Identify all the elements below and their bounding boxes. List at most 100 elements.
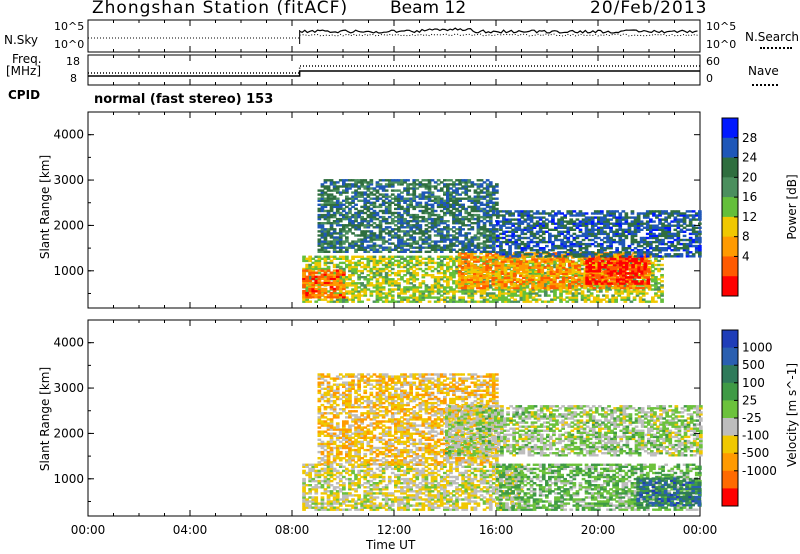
power-cell [614, 298, 618, 301]
power-cell [541, 212, 546, 215]
power-cell [372, 193, 377, 196]
power-cell [363, 224, 368, 227]
power-cell [342, 191, 346, 194]
power-cell [464, 209, 469, 213]
power-cell [430, 248, 435, 251]
power-cell [522, 259, 527, 263]
power-cell [412, 290, 417, 293]
power-cell [495, 288, 499, 291]
power-cell [531, 269, 536, 273]
power-cell [605, 294, 609, 297]
power-cell [421, 211, 426, 215]
power-cell [366, 185, 371, 188]
power-cell [406, 213, 410, 217]
power-cell [345, 213, 349, 217]
power-cell [302, 277, 306, 280]
power-cell [323, 248, 328, 251]
power-cell [625, 257, 629, 261]
power-cell [491, 292, 496, 295]
power-cell [599, 298, 603, 301]
power-cell [508, 247, 512, 250]
power-cell [625, 261, 629, 265]
power-cell [329, 228, 334, 231]
power-cell [584, 232, 589, 236]
power-cell [606, 282, 611, 285]
power-cell [479, 290, 484, 293]
power-cell [400, 257, 404, 260]
power-cell [563, 244, 567, 248]
power-cell [464, 282, 469, 285]
power-cell [415, 246, 420, 249]
power-cell [323, 234, 328, 237]
power-cell [470, 207, 475, 211]
power-cell [482, 280, 486, 284]
power-cell [363, 292, 368, 295]
power-cell [540, 284, 545, 288]
power-cell [594, 282, 599, 285]
power-cell [479, 242, 484, 245]
power-cell [526, 210, 531, 213]
power-cell [436, 255, 441, 258]
power-cell [360, 261, 364, 265]
power-cell [517, 244, 522, 248]
power-cell [384, 248, 389, 251]
power-cell [320, 215, 325, 219]
power-cell [609, 268, 614, 271]
power-cell [562, 274, 566, 277]
power-cell [390, 181, 395, 184]
power-cell [629, 290, 634, 293]
power-cell [342, 217, 346, 221]
power-cell [511, 240, 515, 244]
power-cell [513, 292, 517, 295]
power-cell [323, 205, 328, 209]
power-cell [357, 215, 361, 219]
power-cell [332, 255, 337, 258]
power-cell [461, 250, 465, 253]
power-cell [418, 209, 423, 213]
power-cell [449, 290, 453, 293]
power-cell [354, 234, 358, 237]
power-cell [317, 213, 322, 217]
power-cell [455, 222, 459, 225]
power-cell [314, 265, 319, 269]
power-cell [342, 246, 346, 249]
power-cell [525, 268, 529, 271]
power-cell [400, 300, 404, 303]
power-cell [455, 232, 459, 235]
power-cell [338, 242, 343, 245]
power-cell [338, 273, 343, 276]
power-cell [507, 300, 511, 303]
freq-label-1: Freq. [12, 52, 42, 66]
power-cell [342, 280, 346, 283]
power-cell [455, 286, 459, 289]
power-cell [463, 272, 468, 275]
power-cell [375, 294, 380, 297]
power-cell [503, 268, 508, 271]
power-cell [418, 193, 423, 196]
power-cell [360, 209, 364, 213]
power-cell [375, 224, 380, 227]
power-cell [427, 203, 432, 206]
power-cell [412, 265, 417, 269]
power-cell [455, 240, 459, 243]
power-cell [332, 197, 337, 200]
power-cell [615, 280, 620, 283]
power-cell [375, 263, 380, 267]
power-cell [335, 263, 340, 267]
power-cell [461, 197, 465, 200]
power-cell [412, 195, 417, 198]
power-cell [577, 264, 581, 267]
power-cell [491, 288, 496, 291]
power-cell [557, 226, 561, 229]
power-cell [390, 248, 395, 251]
power-cell [460, 256, 465, 259]
power-cell [439, 197, 444, 200]
power-cell [351, 191, 355, 194]
power-cell [452, 199, 456, 202]
power-cell [491, 236, 496, 239]
power-cell [512, 284, 517, 288]
power-cell [578, 242, 583, 246]
power-cell [580, 274, 585, 277]
power-cell [338, 232, 343, 235]
power-cell [637, 266, 641, 269]
